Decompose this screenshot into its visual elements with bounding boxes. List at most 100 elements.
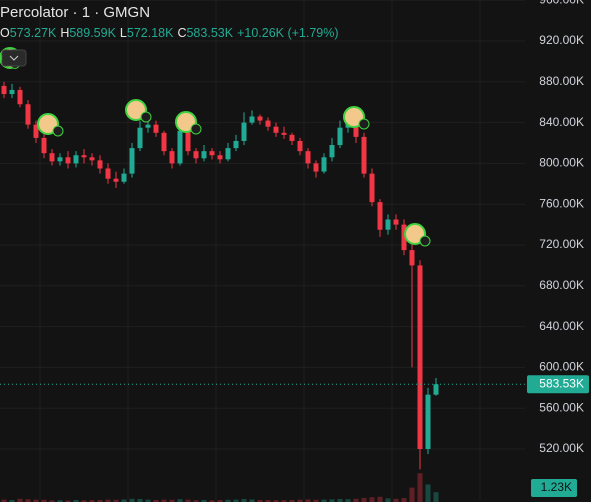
candle-body (25, 104, 31, 125)
price-label: 583.53K (539, 376, 584, 390)
candle-body (49, 153, 55, 162)
volume-bar (25, 499, 31, 502)
volume-bar (425, 484, 431, 502)
volume-bar (297, 499, 303, 502)
volume-bar (209, 500, 215, 502)
candle-body (73, 155, 79, 164)
y-tick-label: 920.00K (539, 33, 584, 47)
candle-body (385, 219, 391, 230)
volume-bar (337, 498, 343, 502)
volume-bar (17, 498, 23, 502)
candle-body (33, 124, 39, 138)
candle-body (321, 157, 327, 172)
candle-body (401, 224, 407, 251)
candle-body (209, 151, 215, 156)
volume-bar (273, 500, 279, 502)
candle-body (81, 155, 87, 158)
volume-bar (65, 500, 71, 502)
volume-bar (225, 499, 231, 502)
candle-body (409, 250, 415, 266)
candle-body (313, 163, 319, 172)
y-tick-label: 600.00K (539, 360, 584, 374)
ohlc-key: C (177, 26, 187, 40)
volume-bar (313, 499, 319, 502)
candle-body (361, 136, 367, 174)
y-tick-label: 680.00K (539, 278, 584, 292)
volume-bar (409, 487, 415, 502)
volume-bar (201, 499, 207, 502)
volume-bar (177, 499, 183, 502)
candle-body (217, 155, 223, 160)
volume-bar (121, 499, 127, 502)
volume-bar (233, 499, 239, 502)
candle-body (241, 122, 247, 141)
candle-body (9, 89, 15, 95)
volume-bar (81, 500, 87, 502)
volume-bar (401, 498, 407, 502)
trade-markers (0, 47, 431, 247)
candle-body (369, 173, 375, 203)
volume-bar (33, 499, 39, 502)
candle-body (145, 124, 151, 128)
volume-bar (129, 498, 135, 502)
y-tick-label: 760.00K (539, 196, 584, 210)
volume-bar (265, 500, 271, 502)
y-tick-label: 880.00K (539, 74, 584, 88)
volume-bar (185, 499, 191, 502)
ohlc-value: 589.59K (69, 26, 116, 40)
candle-body (129, 148, 135, 174)
volume-bar (169, 499, 175, 502)
candle-body (169, 151, 175, 164)
volume-bar (41, 499, 47, 502)
candle-body (97, 160, 103, 169)
volume-bar (1, 499, 7, 502)
volume-bar (249, 499, 255, 502)
y-tick-label: 520.00K (539, 441, 584, 455)
volume-bar (361, 497, 367, 502)
ohlc-legend: O573.27K H589.59K L572.18K C583.53K +10.26K … (0, 26, 343, 40)
y-tick-label: 720.00K (539, 237, 584, 251)
candle-body (233, 140, 239, 149)
volume-bar (417, 473, 423, 502)
y-tick-label: 560.00K (539, 400, 584, 414)
volume-bar (393, 498, 399, 502)
y-tick-label: 640.00K (539, 319, 584, 333)
volume-bar (241, 498, 247, 502)
candle-body (337, 127, 343, 146)
y-tick-label: 800.00K (539, 156, 584, 170)
volume-bar (353, 498, 359, 502)
candle-body (113, 178, 119, 182)
candle-body (177, 130, 183, 164)
candle-body (201, 151, 207, 159)
volume-bar (105, 499, 111, 502)
candle-body (433, 384, 439, 395)
volume-bar (89, 500, 95, 502)
candle-body (65, 157, 71, 164)
volume-bar (377, 496, 383, 502)
volume-bar (345, 499, 351, 502)
volume-bar (161, 499, 167, 502)
candle-body (193, 151, 199, 159)
volume-label: 1.23K (541, 480, 572, 494)
volume-bar (73, 500, 79, 502)
volume-bar (385, 498, 391, 502)
candle-body (273, 126, 279, 133)
candle-body (417, 265, 423, 450)
volume-label-box (531, 479, 577, 497)
volume-bar (49, 500, 55, 502)
candle-body (121, 173, 127, 182)
volume-bar (137, 498, 143, 502)
price-change: +10.26K (+1.79%) (237, 26, 339, 40)
ohlc-value: 573.27K (9, 26, 57, 40)
ohlc-value: 572.18K (126, 26, 174, 40)
candle-body (249, 116, 255, 123)
volume-bar (57, 500, 63, 502)
candle-body (153, 124, 159, 133)
ohlc-key: O (0, 26, 10, 40)
candle-body (305, 151, 311, 164)
volume-bar (369, 497, 375, 502)
candle-body (1, 85, 7, 95)
volume-bar (281, 500, 287, 502)
